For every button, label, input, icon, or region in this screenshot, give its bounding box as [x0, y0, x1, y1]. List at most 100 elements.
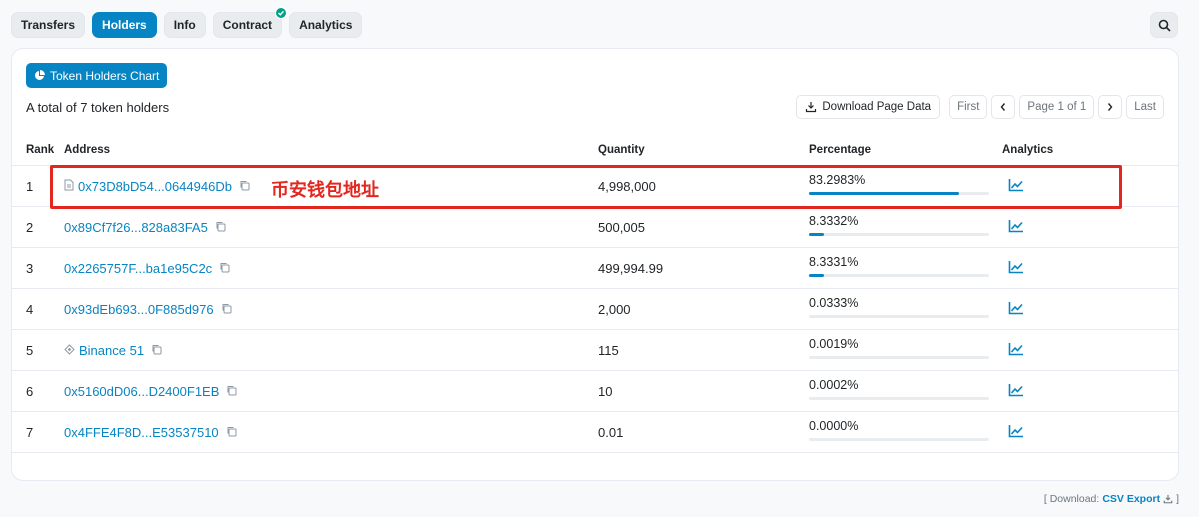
token-holders-chart-button[interactable]: Token Holders Chart: [26, 63, 168, 88]
search-button[interactable]: [1150, 12, 1178, 38]
percentage-text: 0.0333%: [809, 296, 859, 310]
download-page-data-button[interactable]: Download Page Data: [796, 95, 941, 119]
header-rank: Rank: [26, 144, 55, 156]
holders-card: Token Holders Chart A total of 7 token h…: [11, 48, 1179, 481]
percentage-cell: 83.2983%: [809, 173, 989, 195]
copy-icon[interactable]: [226, 384, 237, 399]
rank-cell: 1: [26, 179, 34, 194]
percentage-text: 8.3332%: [809, 214, 859, 228]
address-link[interactable]: Binance 51: [79, 343, 145, 358]
footer-suffix: ]: [1176, 493, 1179, 505]
rank-cell: 7: [26, 425, 34, 440]
chevron-right-icon: [1108, 103, 1113, 111]
tab-transfers[interactable]: Transfers: [11, 12, 86, 38]
address-link[interactable]: 0x73D8bD54...0644946Db: [78, 179, 232, 194]
percentage-text: 0.0002%: [809, 378, 859, 392]
tab-contract-label: Contract: [222, 18, 273, 32]
table-row: 5 Binance 51 115 0.0019%: [12, 330, 1178, 371]
total-holders-text: A total of 7 token holders: [26, 100, 170, 115]
csv-export-link[interactable]: CSV Export: [1102, 493, 1161, 505]
address-link[interactable]: 0x93dEb693...0F885d976: [64, 302, 214, 317]
table-row: 6 0x5160dD06...D2400F1EB 10 0.0002%: [12, 371, 1178, 412]
tab-contract[interactable]: Contract: [212, 7, 288, 38]
footer-download: [ Download: CSV Export ]: [1044, 493, 1179, 505]
percentage-cell: 0.0000%: [809, 419, 989, 441]
copy-icon[interactable]: [239, 179, 250, 194]
verified-check-icon: [275, 7, 288, 19]
percentage-cell: 0.0333%: [809, 296, 989, 318]
percentage-bar: [809, 315, 989, 318]
table-header: Rank Address Quantity Percentage Analyti…: [12, 137, 1178, 166]
percentage-bar-fill: [809, 192, 959, 195]
address-cell: Binance 51: [64, 343, 162, 358]
rank-cell: 6: [26, 384, 34, 399]
header-percentage: Percentage: [809, 144, 872, 156]
chart-button-label: Token Holders Chart: [50, 68, 160, 83]
address-link[interactable]: 0x89Cf7f26...828a83FA5: [64, 220, 208, 235]
copy-icon[interactable]: [215, 220, 226, 235]
quantity-cell: 499,994.99: [598, 261, 664, 276]
analytics-chart-icon[interactable]: [1008, 219, 1024, 236]
last-page-button[interactable]: Last: [1126, 95, 1164, 119]
copy-icon[interactable]: [226, 425, 237, 440]
analytics-chart-icon[interactable]: [1008, 424, 1024, 441]
percentage-cell: 8.3332%: [809, 214, 989, 236]
binance-icon: [64, 343, 75, 358]
prev-page-button[interactable]: [991, 95, 1016, 119]
percentage-text: 0.0000%: [809, 419, 859, 433]
tab-analytics[interactable]: Analytics: [289, 12, 363, 38]
download-icon: [806, 102, 817, 113]
address-cell: 0x73D8bD54...0644946Db: [64, 179, 250, 194]
percentage-bar: [809, 274, 989, 277]
quantity-cell: 0.01: [598, 425, 624, 440]
analytics-chart-icon[interactable]: [1008, 301, 1024, 318]
first-page-button[interactable]: First: [949, 95, 988, 119]
address-link[interactable]: 0x4FFE4F8D...E53537510: [64, 425, 219, 440]
quantity-cell: 2,000: [598, 302, 631, 317]
table-row: 4 0x93dEb693...0F885d976 2,000 0.0333%: [12, 289, 1178, 330]
percentage-bar-fill: [809, 274, 824, 277]
page-info: Page 1 of 1: [1019, 95, 1095, 119]
quantity-cell: 500,005: [598, 220, 645, 235]
analytics-chart-icon[interactable]: [1008, 178, 1024, 195]
copy-icon[interactable]: [151, 343, 162, 358]
pie-chart-icon: [35, 70, 45, 80]
analytics-chart-icon[interactable]: [1008, 260, 1024, 277]
address-link[interactable]: 0x5160dD06...D2400F1EB: [64, 384, 220, 399]
quantity-cell: 4,998,000: [598, 179, 656, 194]
tab-info[interactable]: Info: [163, 12, 206, 38]
address-cell: 0x5160dD06...D2400F1EB: [64, 384, 237, 399]
header-analytics: Analytics: [1002, 144, 1054, 156]
percentage-bar: [809, 438, 989, 441]
percentage-cell: 0.0002%: [809, 378, 989, 400]
analytics-chart-icon[interactable]: [1008, 342, 1024, 359]
percentage-bar: [809, 233, 989, 236]
rank-cell: 4: [26, 302, 34, 317]
chevron-left-icon: [1000, 103, 1006, 111]
header-quantity: Quantity: [598, 144, 645, 156]
copy-icon[interactable]: [219, 261, 230, 276]
address-cell: 0x93dEb693...0F885d976: [64, 302, 232, 317]
address-cell: 0x2265757F...ba1e95C2c: [64, 261, 230, 276]
rank-cell: 3: [26, 261, 34, 276]
percentage-text: 0.0019%: [809, 337, 859, 351]
table-row: 7 0x4FFE4F8D...E53537510 0.01 0.0000%: [12, 412, 1178, 453]
header-address: Address: [64, 144, 111, 156]
quantity-cell: 115: [598, 343, 619, 358]
address-link[interactable]: 0x2265757F...ba1e95C2c: [64, 261, 213, 276]
highlight-box: [50, 165, 1122, 209]
tab-bar: Transfers Holders Info Contract Analytic…: [11, 7, 363, 38]
percentage-cell: 8.3331%: [809, 255, 989, 277]
analytics-chart-icon[interactable]: [1008, 383, 1024, 400]
copy-icon[interactable]: [221, 302, 232, 317]
address-cell: 0x89Cf7f26...828a83FA5: [64, 220, 226, 235]
address-cell: 0x4FFE4F8D...E53537510: [64, 425, 237, 440]
footer-prefix: [ Download:: [1043, 493, 1100, 505]
quantity-cell: 10: [598, 384, 613, 399]
rank-cell: 2: [26, 220, 34, 235]
tab-holders[interactable]: Holders: [92, 12, 157, 38]
annotation-label: 币安钱包地址: [271, 180, 379, 201]
download-label: Download Page Data: [822, 101, 932, 113]
contract-icon: [64, 179, 74, 194]
next-page-button[interactable]: [1098, 95, 1123, 119]
